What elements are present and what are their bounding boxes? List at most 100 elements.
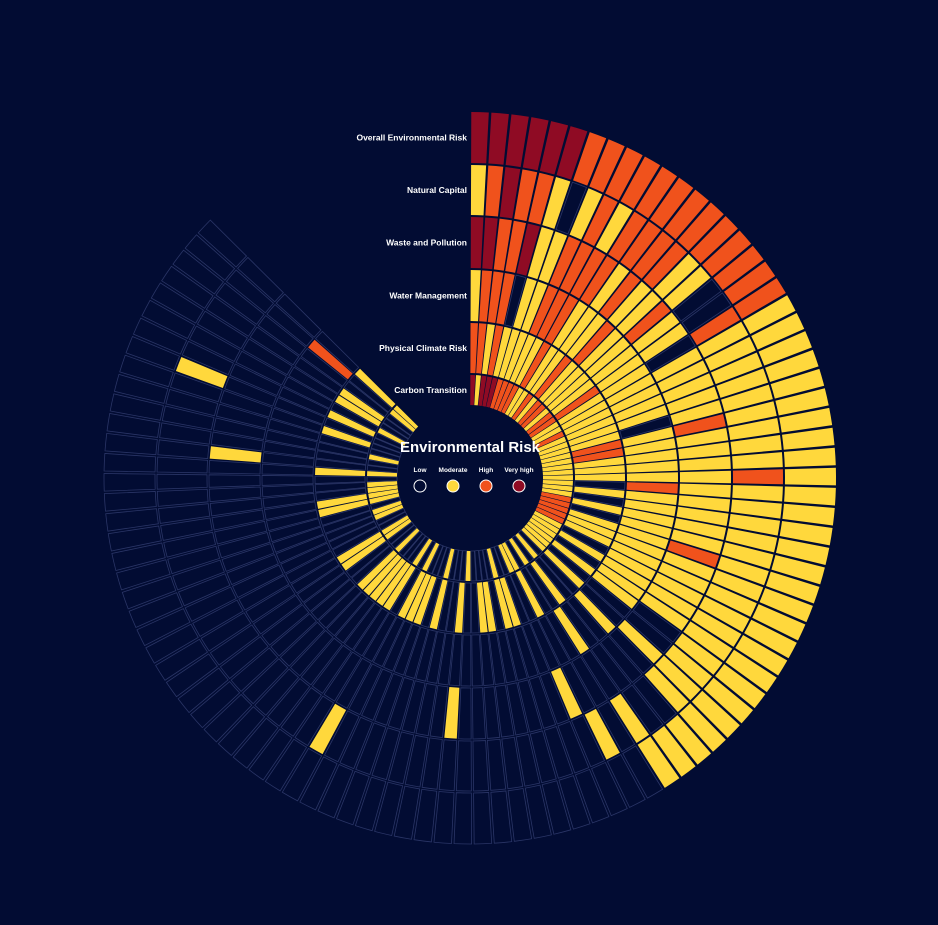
risk-cell bbox=[169, 372, 223, 403]
risk-cell bbox=[121, 575, 177, 610]
risk-cell bbox=[119, 354, 174, 388]
risk-cell bbox=[595, 203, 633, 254]
risk-cell bbox=[751, 312, 805, 350]
risk-cell bbox=[530, 350, 565, 395]
risk-cell bbox=[376, 561, 411, 606]
risk-cell bbox=[159, 422, 212, 445]
legend-swatch bbox=[413, 479, 427, 493]
risk-cell bbox=[735, 635, 788, 676]
risk-cell bbox=[600, 635, 643, 683]
risk-cell bbox=[570, 714, 606, 768]
risk-cell bbox=[383, 565, 416, 611]
risk-cell bbox=[490, 790, 513, 844]
risk-cell bbox=[485, 165, 504, 217]
risk-cell bbox=[779, 407, 833, 433]
risk-cell bbox=[310, 578, 356, 621]
ring-waste-and-pollution bbox=[208, 217, 732, 740]
risk-cell bbox=[673, 413, 726, 437]
risk-cell bbox=[379, 422, 409, 443]
risk-cell bbox=[454, 582, 465, 633]
risk-cell bbox=[476, 582, 488, 633]
risk-cell bbox=[535, 507, 565, 524]
risk-cell bbox=[271, 526, 324, 553]
risk-cell bbox=[375, 507, 406, 526]
legend: Low Moderate High Very high bbox=[413, 467, 534, 493]
risk-cell bbox=[566, 314, 606, 360]
risk-cell bbox=[542, 475, 574, 481]
risk-cell bbox=[573, 448, 624, 463]
risk-cell bbox=[574, 590, 616, 634]
risk-cell bbox=[508, 537, 529, 566]
risk-cell bbox=[580, 255, 618, 305]
risk-cell bbox=[620, 156, 661, 209]
risk-cell bbox=[219, 636, 269, 680]
risk-cell bbox=[732, 485, 783, 502]
risk-cell bbox=[690, 216, 738, 264]
risk-cell bbox=[717, 556, 769, 586]
risk-cell bbox=[732, 469, 784, 485]
risk-cell bbox=[242, 338, 293, 376]
risk-cell bbox=[531, 421, 559, 442]
risk-cell bbox=[493, 326, 512, 377]
risk-cell bbox=[592, 570, 638, 609]
ring-label: Natural Capital bbox=[407, 185, 467, 195]
risk-cell bbox=[300, 347, 348, 387]
risk-cell bbox=[497, 630, 517, 684]
risk-cell bbox=[555, 181, 588, 235]
risk-cell bbox=[482, 581, 497, 632]
risk-cell bbox=[617, 524, 669, 550]
risk-cell bbox=[602, 556, 651, 591]
risk-cell bbox=[536, 436, 567, 452]
risk-cell bbox=[515, 733, 541, 787]
risk-cell bbox=[539, 495, 570, 508]
risk-cell bbox=[551, 540, 596, 576]
risk-cell bbox=[235, 350, 287, 386]
risk-cell bbox=[219, 389, 273, 418]
risk-cell bbox=[497, 382, 514, 412]
risk-cell bbox=[177, 667, 229, 714]
risk-cell bbox=[520, 404, 546, 429]
risk-cell bbox=[674, 633, 723, 675]
risk-cell bbox=[385, 413, 414, 436]
risk-cell bbox=[725, 528, 778, 553]
risk-cell bbox=[275, 534, 328, 564]
risk-cell bbox=[330, 402, 379, 433]
risk-cell bbox=[471, 112, 489, 164]
risk-cell bbox=[585, 576, 632, 619]
risk-cell bbox=[632, 312, 680, 353]
risk-cell bbox=[483, 686, 501, 739]
risk-cell bbox=[574, 768, 610, 824]
risk-cell bbox=[784, 467, 837, 486]
risk-cell bbox=[625, 449, 678, 464]
risk-cell bbox=[516, 223, 540, 276]
risk-cell bbox=[203, 693, 253, 743]
risk-cell bbox=[632, 675, 677, 724]
risk-cell bbox=[624, 301, 671, 344]
risk-cell bbox=[165, 653, 218, 698]
risk-cell bbox=[370, 496, 401, 510]
risk-cell bbox=[482, 376, 493, 407]
risk-cell bbox=[525, 563, 560, 610]
risk-cell bbox=[490, 546, 505, 578]
risk-cell bbox=[539, 447, 570, 460]
risk-cell bbox=[504, 387, 524, 416]
risk-cell bbox=[335, 770, 370, 826]
risk-cell bbox=[662, 373, 714, 404]
risk-cell bbox=[372, 437, 404, 454]
risk-cell bbox=[513, 278, 537, 330]
risk-cell bbox=[525, 346, 558, 392]
risk-cell bbox=[752, 604, 806, 641]
risk-cell bbox=[167, 545, 221, 575]
risk-cell bbox=[265, 429, 318, 450]
risk-cell bbox=[288, 366, 338, 402]
risk-cell bbox=[758, 331, 812, 366]
risk-cell bbox=[541, 487, 573, 497]
risk-cell bbox=[334, 597, 375, 644]
risk-cell bbox=[770, 368, 825, 399]
risk-cell bbox=[314, 475, 366, 484]
risk-cell bbox=[527, 227, 554, 280]
risk-cell bbox=[537, 615, 571, 666]
risk-cell bbox=[596, 701, 636, 753]
risk-cell bbox=[261, 475, 314, 486]
risk-cell bbox=[504, 574, 530, 625]
